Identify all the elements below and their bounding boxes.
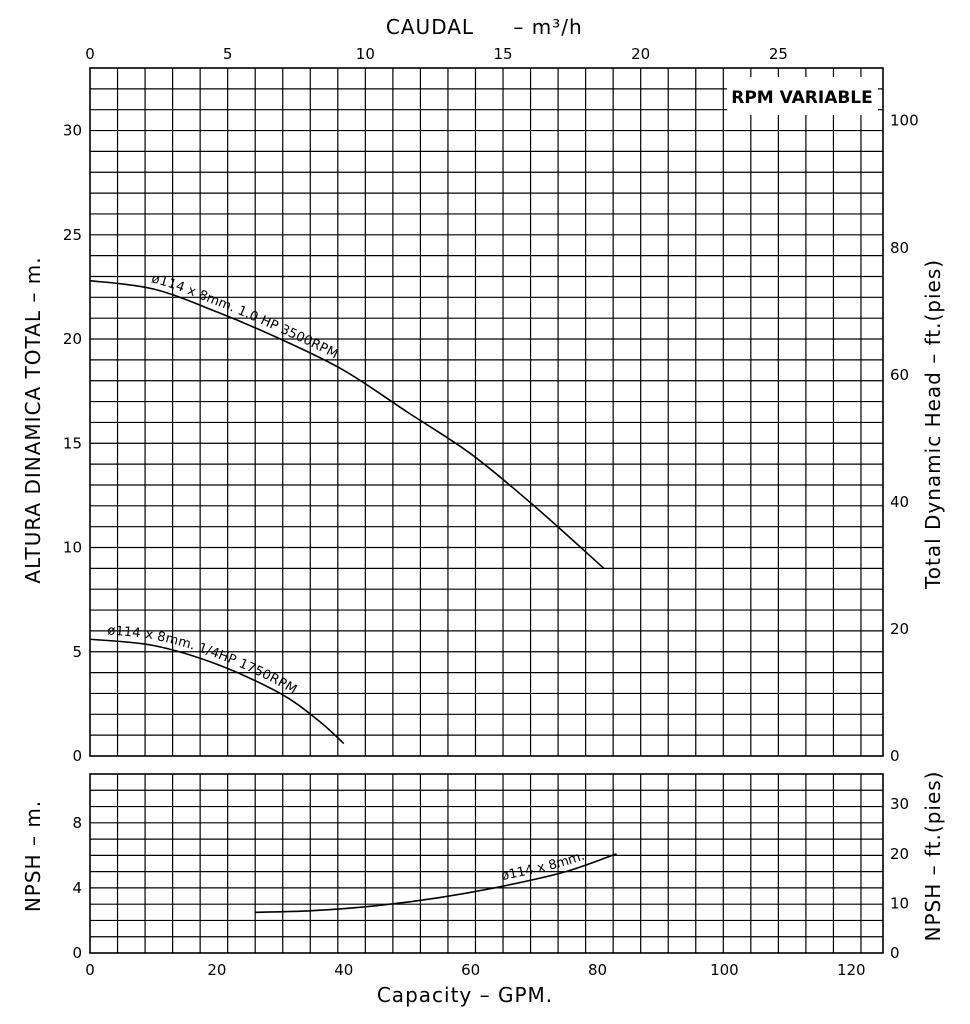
top-axis-title: CAUDAL — [386, 15, 474, 39]
head-panel-frame — [89, 67, 884, 757]
axis-ticks: 0 5 10 15 20 250 20 40 60 80 100 120051015202530020… — [63, 45, 919, 979]
head-left-tick-label: 0 — [72, 747, 82, 765]
npsh-left-tick-label: 4 — [72, 879, 82, 897]
head-right-tick-label: 20 — [890, 620, 909, 638]
head-right-tick-label: 0 — [890, 747, 900, 765]
top-axis-tick-label: 10 — [356, 45, 375, 63]
bottom-axis-tick-label: 0 — [85, 961, 95, 979]
npsh-left-tick-label: 8 — [72, 814, 82, 832]
npsh-panel-frame — [89, 773, 884, 954]
rpm-variable-badge: RPM VARIABLE — [731, 88, 873, 108]
curve-1hp-3500rpm-label: ø114 x 8mm. 1.0 HP 3500RPM — [150, 272, 340, 363]
npsh-right-tick-label: 10 — [890, 894, 909, 912]
head-right-tick-label: 40 — [890, 493, 909, 511]
head-left-tick-label: 25 — [63, 226, 82, 244]
top-axis-unit: – m³/h — [513, 15, 582, 39]
npsh-left-tick-label: 0 — [72, 944, 82, 962]
curves: ø114 x 8mm. 1.0 HP 3500RPM ø114 x 8mm. 1/… — [89, 272, 617, 914]
head-right-axis-title: Total Dynamic Head – ft.(pies) — [921, 259, 945, 590]
top-axis-tick-label: 0 — [85, 45, 95, 63]
curve-quarter-hp-1750rpm — [89, 638, 345, 745]
head-right-tick-label: 100 — [890, 112, 919, 130]
bottom-axis-tick-label: 60 — [461, 961, 480, 979]
head-right-tick-label: 60 — [890, 366, 909, 384]
top-axis-tick-label: 25 — [769, 45, 788, 63]
npsh-right-axis-title: NPSH – ft.(pies) — [921, 771, 945, 942]
npsh-panel-grid — [90, 774, 883, 953]
npsh-right-tick-label: 30 — [890, 795, 909, 813]
bottom-axis-tick-label: 20 — [207, 961, 226, 979]
npsh-right-tick-label: 20 — [890, 845, 909, 863]
head-left-axis-title: ALTURA DINAMICA TOTAL – m. — [21, 256, 45, 583]
rpm-variable-badge-box — [727, 77, 878, 115]
bottom-axis-tick-label: 40 — [334, 961, 353, 979]
head-right-tick-label: 80 — [890, 239, 909, 257]
bottom-axis-tick-label: 120 — [837, 961, 866, 979]
top-axis-tick-label: 20 — [631, 45, 650, 63]
bottom-axis-tick-label: 100 — [710, 961, 739, 979]
npsh-right-tick-label: 0 — [890, 944, 900, 962]
bottom-axis-tick-label: 80 — [588, 961, 607, 979]
head-left-tick-label: 5 — [72, 643, 82, 661]
top-axis-tick-label: 5 — [223, 45, 233, 63]
head-left-tick-label: 30 — [63, 122, 82, 140]
bottom-axis-title: Capacity – GPM. — [377, 983, 553, 1007]
curve-quarter-hp-1750rpm-label: ø114 x 8mm. 1/4HP 1750RPM — [107, 623, 299, 697]
head-left-tick-label: 20 — [63, 330, 82, 348]
head-panel-grid — [90, 68, 883, 756]
head-left-tick-label: 10 — [63, 539, 82, 557]
top-axis-tick-label: 15 — [493, 45, 512, 63]
curve-npsh — [254, 852, 617, 914]
head-left-tick-label: 15 — [63, 434, 82, 452]
npsh-left-axis-title: NPSH – m. — [21, 800, 45, 912]
curve-1hp-3500rpm — [89, 279, 605, 569]
curve-npsh-label: ø114 x 8mm. — [500, 849, 587, 885]
